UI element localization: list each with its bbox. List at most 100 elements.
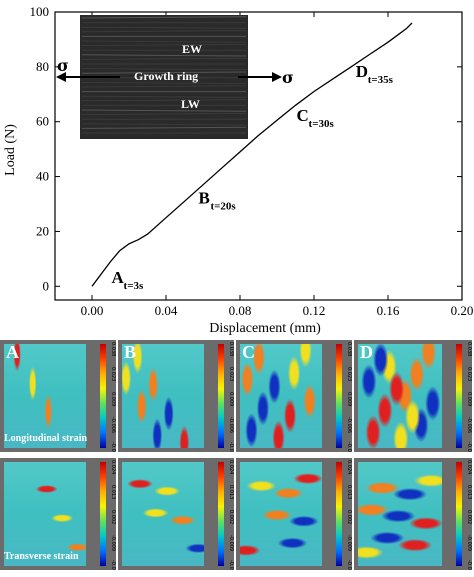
point-label-a: A — [112, 268, 125, 287]
scale-tick-label: -0.021 — [228, 442, 234, 452]
grain-line — [81, 109, 247, 112]
longitudinal-strain-map-0: 0.038 0.023 0.009 -0.006 -0.021 A Longitudinal… — [0, 340, 116, 452]
panel-letter: D — [360, 342, 373, 362]
panel-letter: C — [242, 342, 255, 362]
y-tick-label: 100 — [30, 4, 50, 19]
color-scale-bar — [456, 462, 462, 566]
scale-tick-label: 0.013 — [466, 485, 472, 500]
x-tick-label: 0.04 — [155, 303, 178, 318]
scale-tick-label: 0.013 — [110, 485, 116, 500]
chart-ticks: 0.00 0.04 0.08 0.12 0.16 0.20 0 20 40 60 80 100 — [30, 4, 474, 318]
scale-tick-label: -0.006 — [110, 417, 116, 434]
panel-letter: B — [124, 342, 137, 362]
y-tick-label: 80 — [36, 59, 49, 74]
sigma-right-label: σ — [282, 68, 294, 87]
grain-line — [81, 16, 247, 19]
transverse-strain-map-0: 0.024 0.013 0.002 -0.009 -0.020 Transverse st… — [0, 458, 116, 570]
scale-tick-label: -0.020 — [346, 560, 352, 570]
x-tick-label: 0.00 — [81, 303, 104, 318]
scale-tick-label: 0.009 — [110, 392, 116, 407]
scale-tick-label: 0.009 — [466, 392, 472, 407]
y-tick-label: 20 — [36, 223, 49, 238]
scale-tick-label: 0.013 — [228, 485, 234, 500]
strain-field — [4, 344, 86, 448]
grain-line — [81, 54, 247, 57]
strain-field — [4, 462, 86, 566]
scale-tick-label: 0.038 — [466, 342, 472, 357]
scale-tick-label: 0.002 — [346, 510, 352, 525]
strain-field — [240, 344, 322, 448]
grain-line — [81, 123, 247, 126]
strain-field — [358, 462, 442, 566]
color-scale-bar — [456, 344, 462, 448]
strain-field — [122, 344, 204, 448]
scale-tick-label: -0.020 — [110, 560, 116, 570]
transverse-strain-map-3: 0.024 0.013 0.002 -0.009 -0.020 — [354, 458, 472, 570]
plot-frame — [54, 11, 463, 301]
grain-line — [81, 99, 247, 102]
point-sublabel-a: t=3s — [124, 280, 144, 292]
inset-growth-ring-label: Growth ring — [134, 69, 198, 83]
color-scale-bar — [218, 344, 224, 448]
grain-line — [81, 68, 247, 71]
color-scale-labels: 0.038 0.023 0.009 -0.006 -0.021 — [342, 342, 352, 452]
y-tick-label: 40 — [36, 169, 49, 184]
scale-tick-label: -0.020 — [228, 560, 234, 570]
grain-line — [81, 30, 247, 33]
scale-tick-label: 0.009 — [228, 392, 234, 407]
point-sublabel-b: t=20s — [211, 200, 237, 212]
right-arrowhead-icon — [272, 72, 282, 82]
left-arrowhead-icon — [56, 72, 66, 82]
scale-tick-label: 0.024 — [228, 460, 234, 475]
y-tick-label: 60 — [36, 114, 49, 129]
transverse-strain-map-1: 0.024 0.013 0.002 -0.009 -0.020 — [118, 458, 234, 570]
color-scale-labels: 0.038 0.023 0.009 -0.006 -0.021 — [224, 342, 234, 452]
scale-tick-label: -0.006 — [228, 417, 234, 434]
y-tick-label: 0 — [43, 278, 50, 293]
inset-ew-label: EW — [182, 42, 202, 56]
scale-tick-label: 0.023 — [110, 367, 116, 382]
point-sublabel-d: t=35s — [368, 74, 394, 86]
point-sublabel-c: t=30s — [309, 118, 335, 130]
transverse-strain-label: Transverse strain — [4, 551, 79, 562]
panel-letter: A — [6, 342, 19, 362]
scale-tick-label: 0.024 — [110, 460, 116, 475]
color-scale-bar — [100, 344, 106, 448]
load-curve — [91, 22, 413, 287]
grain-line — [81, 57, 247, 60]
scale-tick-label: 0.023 — [466, 367, 472, 382]
color-scale-bar — [336, 462, 342, 566]
scale-tick-label: 0.002 — [228, 510, 234, 525]
load-displacement-chart: 0.00 0.04 0.08 0.12 0.16 0.20 0 20 40 60 80 100 EW … — [3, 4, 474, 336]
color-scale-labels: 0.038 0.023 0.009 -0.006 -0.021 — [462, 342, 472, 452]
x-tick-label: 0.20 — [451, 303, 474, 318]
scale-tick-label: -0.006 — [346, 417, 352, 434]
strain-map-grid: 0.038 0.023 0.009 -0.006 -0.021 A Longitudinal… — [0, 340, 474, 577]
color-scale-labels: 0.038 0.023 0.009 -0.006 -0.021 — [106, 342, 116, 452]
scale-tick-label: 0.023 — [228, 367, 234, 382]
color-scale-bar — [100, 462, 106, 566]
scale-tick-label: -0.021 — [110, 442, 116, 452]
longitudinal-strain-map-3: 0.038 0.023 0.009 -0.006 -0.021 D — [354, 340, 472, 452]
strain-field — [358, 344, 442, 448]
color-scale-bar — [336, 344, 342, 448]
scale-tick-label: 0.013 — [346, 485, 352, 500]
scale-tick-label: 0.024 — [466, 460, 472, 475]
x-tick-label: 0.16 — [377, 303, 400, 318]
specimen-inset: EW Growth ring LW σ σ — [56, 15, 294, 139]
grain-line — [81, 95, 247, 98]
grain-line — [81, 81, 247, 85]
chart-axes — [54, 11, 463, 301]
transverse-strain-map-2: 0.024 0.013 0.002 -0.009 -0.020 — [236, 458, 352, 570]
grain-line — [81, 126, 247, 129]
x-tick-label: 0.08 — [229, 303, 252, 318]
color-scale-labels: 0.024 0.013 0.002 -0.009 -0.020 — [462, 460, 472, 570]
grain-line — [81, 71, 247, 74]
sigma-left-label: σ — [57, 56, 69, 75]
inset-lw-label: LW — [181, 97, 200, 111]
scale-tick-label: 0.002 — [110, 510, 116, 525]
scale-tick-label: -0.021 — [346, 442, 352, 452]
grain-line — [81, 85, 247, 88]
scale-tick-label: 0.002 — [466, 510, 472, 525]
y-axis-title: Load (N) — [3, 124, 18, 176]
